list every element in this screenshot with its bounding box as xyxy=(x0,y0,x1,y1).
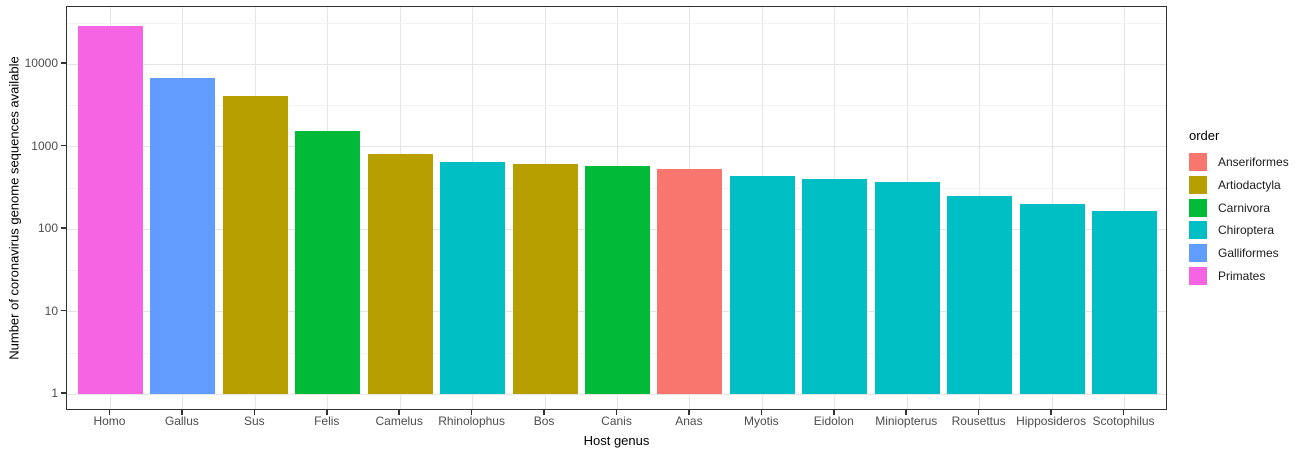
bar-Rousettus xyxy=(947,196,1013,394)
x-tick-label-Eidolon: Eidolon xyxy=(813,414,854,428)
y-tick-label-1: 1 xyxy=(51,386,58,400)
bar-Felis xyxy=(295,130,361,394)
bar-Homo xyxy=(77,25,143,394)
legend-swatch-Anseriformes xyxy=(1189,153,1207,172)
x-tick-label-Canis: Canis xyxy=(601,414,632,428)
gridline-major xyxy=(67,393,1166,395)
legend-label-Artiodactyla: Artiodactyla xyxy=(1218,177,1281,192)
bar-Myotis xyxy=(729,175,795,394)
x-tick-mark xyxy=(905,410,907,415)
legend-entry-Primates: Primates xyxy=(1189,266,1307,285)
x-tick-mark xyxy=(470,410,473,415)
legend-swatch-Galliformes xyxy=(1189,243,1207,262)
x-tick-label-Myotis: Myotis xyxy=(744,414,779,428)
legend-label-Anseriformes: Anseriformes xyxy=(1218,155,1289,170)
legend-entry-Anseriformes: Anseriformes xyxy=(1189,153,1307,172)
x-tick-label-Rousettus: Rousettus xyxy=(951,414,1006,428)
x-tick-label-Rhinolophus: Rhinolophus xyxy=(438,414,505,428)
bar-Scotophilus xyxy=(1092,211,1158,394)
legend-entry-Galliformes: Galliformes xyxy=(1189,243,1307,262)
bar-Eidolon xyxy=(802,179,868,394)
x-tick-mark xyxy=(108,410,111,415)
legend-swatch-Primates xyxy=(1189,266,1207,285)
x-tick-mark xyxy=(181,410,183,415)
bar-Anas xyxy=(657,168,723,394)
y-tick-label-10: 10 xyxy=(44,303,58,318)
legend-label-Primates: Primates xyxy=(1218,268,1266,283)
gridline-minor xyxy=(67,105,1166,107)
legend-swatch-Carnivora xyxy=(1189,198,1207,217)
x-tick-mark xyxy=(543,410,545,415)
legend-swatch-Chiroptera xyxy=(1189,221,1207,240)
bar-Miniopterus xyxy=(874,182,940,394)
x-tick-label-Sus: Sus xyxy=(243,414,265,428)
legend-entry-Carnivora: Carnivora xyxy=(1189,198,1307,217)
x-tick-label-Miniopterus: Miniopterus xyxy=(875,414,938,428)
x-tick-label-Felis: Felis xyxy=(314,414,340,428)
x-tick-mark xyxy=(1122,410,1125,415)
y-tick-mark xyxy=(61,62,66,64)
x-axis-title: Host genus xyxy=(583,433,650,448)
x-tick-mark xyxy=(1050,410,1052,415)
x-tick-label-Gallus: Gallus xyxy=(164,414,199,428)
legend-title: order xyxy=(1189,128,1220,143)
bar-Canis xyxy=(585,166,650,394)
legend-label-Galliformes: Galliformes xyxy=(1218,245,1279,260)
x-tick-mark xyxy=(760,410,763,415)
plot-panel xyxy=(66,6,1167,410)
gridline-minor xyxy=(67,22,1166,24)
bar-Rhinolophus xyxy=(440,161,506,394)
x-tick-mark xyxy=(833,410,835,415)
x-tick-mark xyxy=(253,410,256,415)
x-tick-label-Bos: Bos xyxy=(533,414,555,428)
legend-label-Chiroptera: Chiroptera xyxy=(1218,223,1275,238)
bar-Gallus xyxy=(150,77,216,394)
legend-label-Carnivora: Carnivora xyxy=(1218,200,1271,215)
x-tick-label-Anas: Anas xyxy=(675,414,703,428)
gridline-major xyxy=(67,146,1166,147)
x-tick-mark xyxy=(326,410,328,415)
bar-Camelus xyxy=(367,154,433,394)
bar-Sus xyxy=(222,95,288,394)
x-tick-label-Hipposideros: Hipposideros xyxy=(1016,414,1087,428)
x-tick-mark xyxy=(977,410,980,415)
bar-Bos xyxy=(512,163,578,394)
legend-entry-Artiodactyla: Artiodactyla xyxy=(1189,175,1307,194)
y-tick-label-100: 100 xyxy=(37,221,58,235)
legend-swatch-Artiodactyla xyxy=(1189,175,1207,194)
y-tick-mark xyxy=(61,309,66,312)
y-tick-label-10000: 10000 xyxy=(24,56,58,70)
bar-Hipposideros xyxy=(1019,204,1085,394)
gridline-major xyxy=(67,63,1166,65)
x-tick-label-Scotophilus: Scotophilus xyxy=(1092,414,1155,428)
x-tick-label-Homo: Homo xyxy=(93,414,126,428)
x-tick-mark xyxy=(688,410,690,415)
gridline-vertical xyxy=(1124,7,1126,409)
x-tick-mark xyxy=(615,410,618,415)
y-tick-mark xyxy=(61,144,66,147)
x-tick-label-Camelus: Camelus xyxy=(375,414,423,428)
y-tick-label-1000: 1000 xyxy=(31,138,58,153)
y-tick-mark xyxy=(61,227,66,229)
x-tick-mark xyxy=(398,410,400,415)
legend-entry-Chiroptera: Chiroptera xyxy=(1189,221,1307,240)
y-tick-mark xyxy=(61,392,66,394)
legend: order Anseriformes Artiodactyla Carnivora C… xyxy=(1189,128,1307,289)
